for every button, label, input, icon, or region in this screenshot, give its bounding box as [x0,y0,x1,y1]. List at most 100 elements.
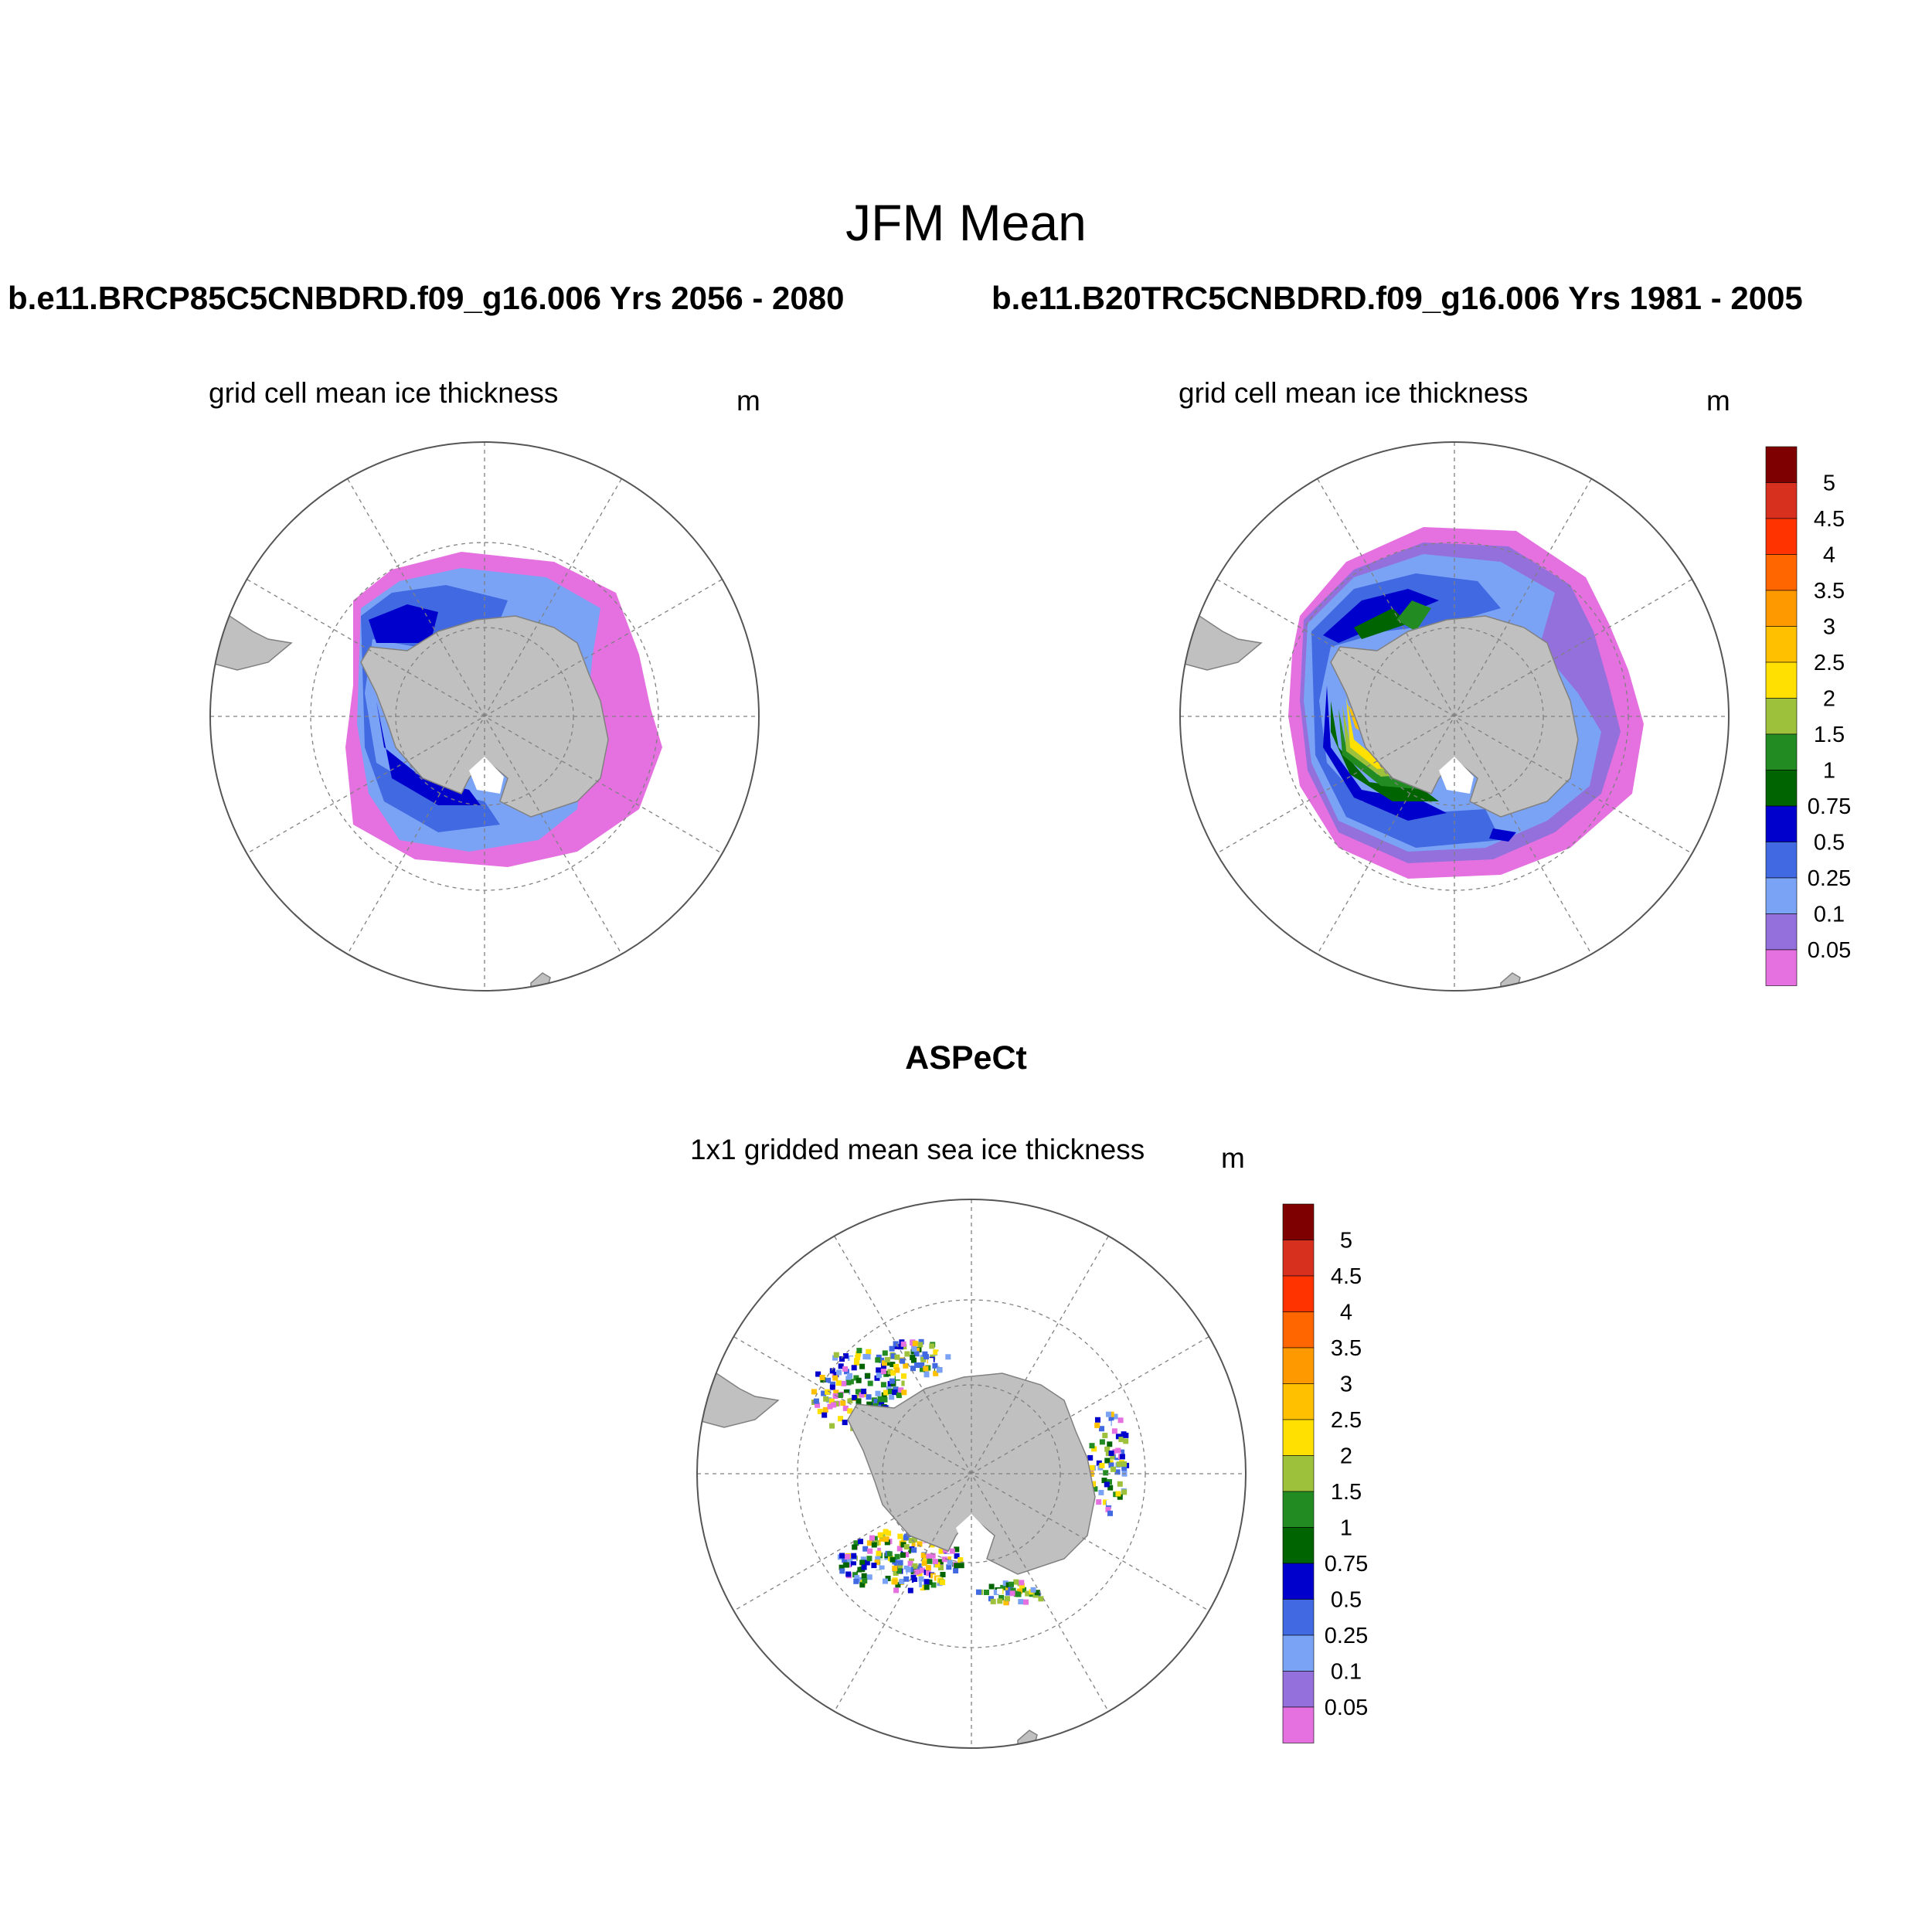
observation-cell [843,1389,849,1395]
observation-cell [811,1389,817,1395]
observation-cell [1009,1581,1014,1587]
colorbar-box [1282,1634,1315,1672]
colorbar-box [1765,626,1798,663]
colorbar-label: 3.5 [1814,579,1845,604]
observation-cell [833,1352,839,1358]
observation-cell [894,1553,900,1560]
observation-cell [1107,1485,1114,1491]
observation-cell [1104,1481,1110,1488]
colorbar-label: 0.5 [1814,831,1845,855]
observation-cell [918,1338,924,1345]
ross-ice-shelf [1439,757,1474,794]
observation-cell [880,1369,886,1375]
observation-cell [840,1400,846,1406]
observation-cell [838,1416,844,1422]
observation-cell [867,1380,873,1386]
observation-cell [913,1582,920,1587]
panel-title-bottom: 1x1 gridded mean sea ice thickness [690,1134,1145,1165]
observation-cell [905,1548,911,1554]
observation-cell [866,1574,872,1580]
map-boundary-circle [696,1199,1247,1749]
observation-cell [851,1553,857,1559]
observation-cell [892,1565,898,1571]
map-top-left [209,441,760,992]
observation-cell [869,1535,875,1541]
colorbar-label: 0.25 [1325,1624,1368,1648]
observation-cell [901,1389,907,1396]
observation-cell [829,1423,835,1429]
observation-cell [937,1351,944,1357]
colorbar-box [1765,949,1798,986]
observation-cell [1105,1503,1111,1509]
observation-cell [843,1562,849,1568]
observation-cell [912,1340,918,1346]
colorbar-label: 5 [1340,1229,1352,1253]
observation-cell [1117,1417,1124,1423]
observation-cell [825,1389,831,1395]
observation-cell [903,1552,910,1558]
observation-cell [925,1570,931,1577]
observation-cell [893,1568,899,1574]
colorbar-label: 5 [1823,471,1835,496]
observation-cell [1005,1596,1010,1602]
observation-cell [1091,1446,1097,1452]
observation-cell [947,1560,953,1566]
observation-cell [908,1537,914,1543]
observation-cell [900,1341,906,1347]
observation-cell [894,1367,900,1373]
observation-cell [984,1590,989,1595]
observation-cell [940,1572,946,1577]
colorbar-label: 0.75 [1325,1552,1368,1577]
colorbar-box [1765,805,1798,842]
observation-cell [867,1548,873,1554]
observation-cell [900,1358,906,1364]
observation-cell [890,1353,896,1359]
observation-cell [879,1357,885,1363]
panel-title-top-left: grid cell mean ice thickness [209,377,559,409]
observation-cell [1106,1411,1111,1417]
ice-layer-green [1338,600,1431,790]
observation-cell [929,1343,935,1349]
ice-layer-yellow-green [1342,705,1412,777]
observation-cell [895,1582,901,1588]
observation-cell [912,1563,918,1569]
observation-cell [876,1570,882,1576]
observation-cell [951,1556,957,1563]
observation-cell [838,1564,845,1570]
observation-cell [1103,1470,1109,1476]
observation-cell [822,1382,828,1388]
observation-cell [923,1366,929,1372]
observation-cell [881,1363,886,1369]
colorbar-label: 3 [1340,1372,1352,1397]
observation-cell [1023,1599,1029,1605]
observation-cell [1121,1489,1128,1495]
observation-cell [1104,1458,1111,1464]
observation-cell [1111,1466,1116,1472]
observation-cell [993,1590,999,1595]
colorbar-label: 1 [1823,759,1835,784]
observation-cell [1108,1451,1114,1456]
ross-ice-shelf [469,757,504,794]
observation-cell [832,1393,838,1399]
observation-cell [945,1354,951,1360]
observation-cell [851,1365,857,1371]
observation-cell [847,1408,853,1414]
observation-cell [861,1388,867,1394]
observation-cell [900,1552,906,1558]
observation-cell [854,1358,860,1364]
observation-cell [864,1560,870,1566]
colorbar-box [1282,1455,1315,1492]
observation-cell [829,1384,835,1390]
observation-cell [873,1399,879,1404]
observation-cell [1123,1438,1129,1444]
observation-cell [922,1556,927,1562]
observation-cell [1107,1510,1113,1516]
colorbar-label: 4.5 [1331,1264,1362,1289]
observation-cell [842,1420,848,1426]
observation-cell [1112,1413,1118,1420]
colorbar-box [1282,1563,1315,1600]
observation-cell [869,1580,875,1587]
map-boundary-circle [1179,441,1730,992]
observation-cell [843,1353,849,1359]
new-zealand-landmass [1500,972,1521,991]
